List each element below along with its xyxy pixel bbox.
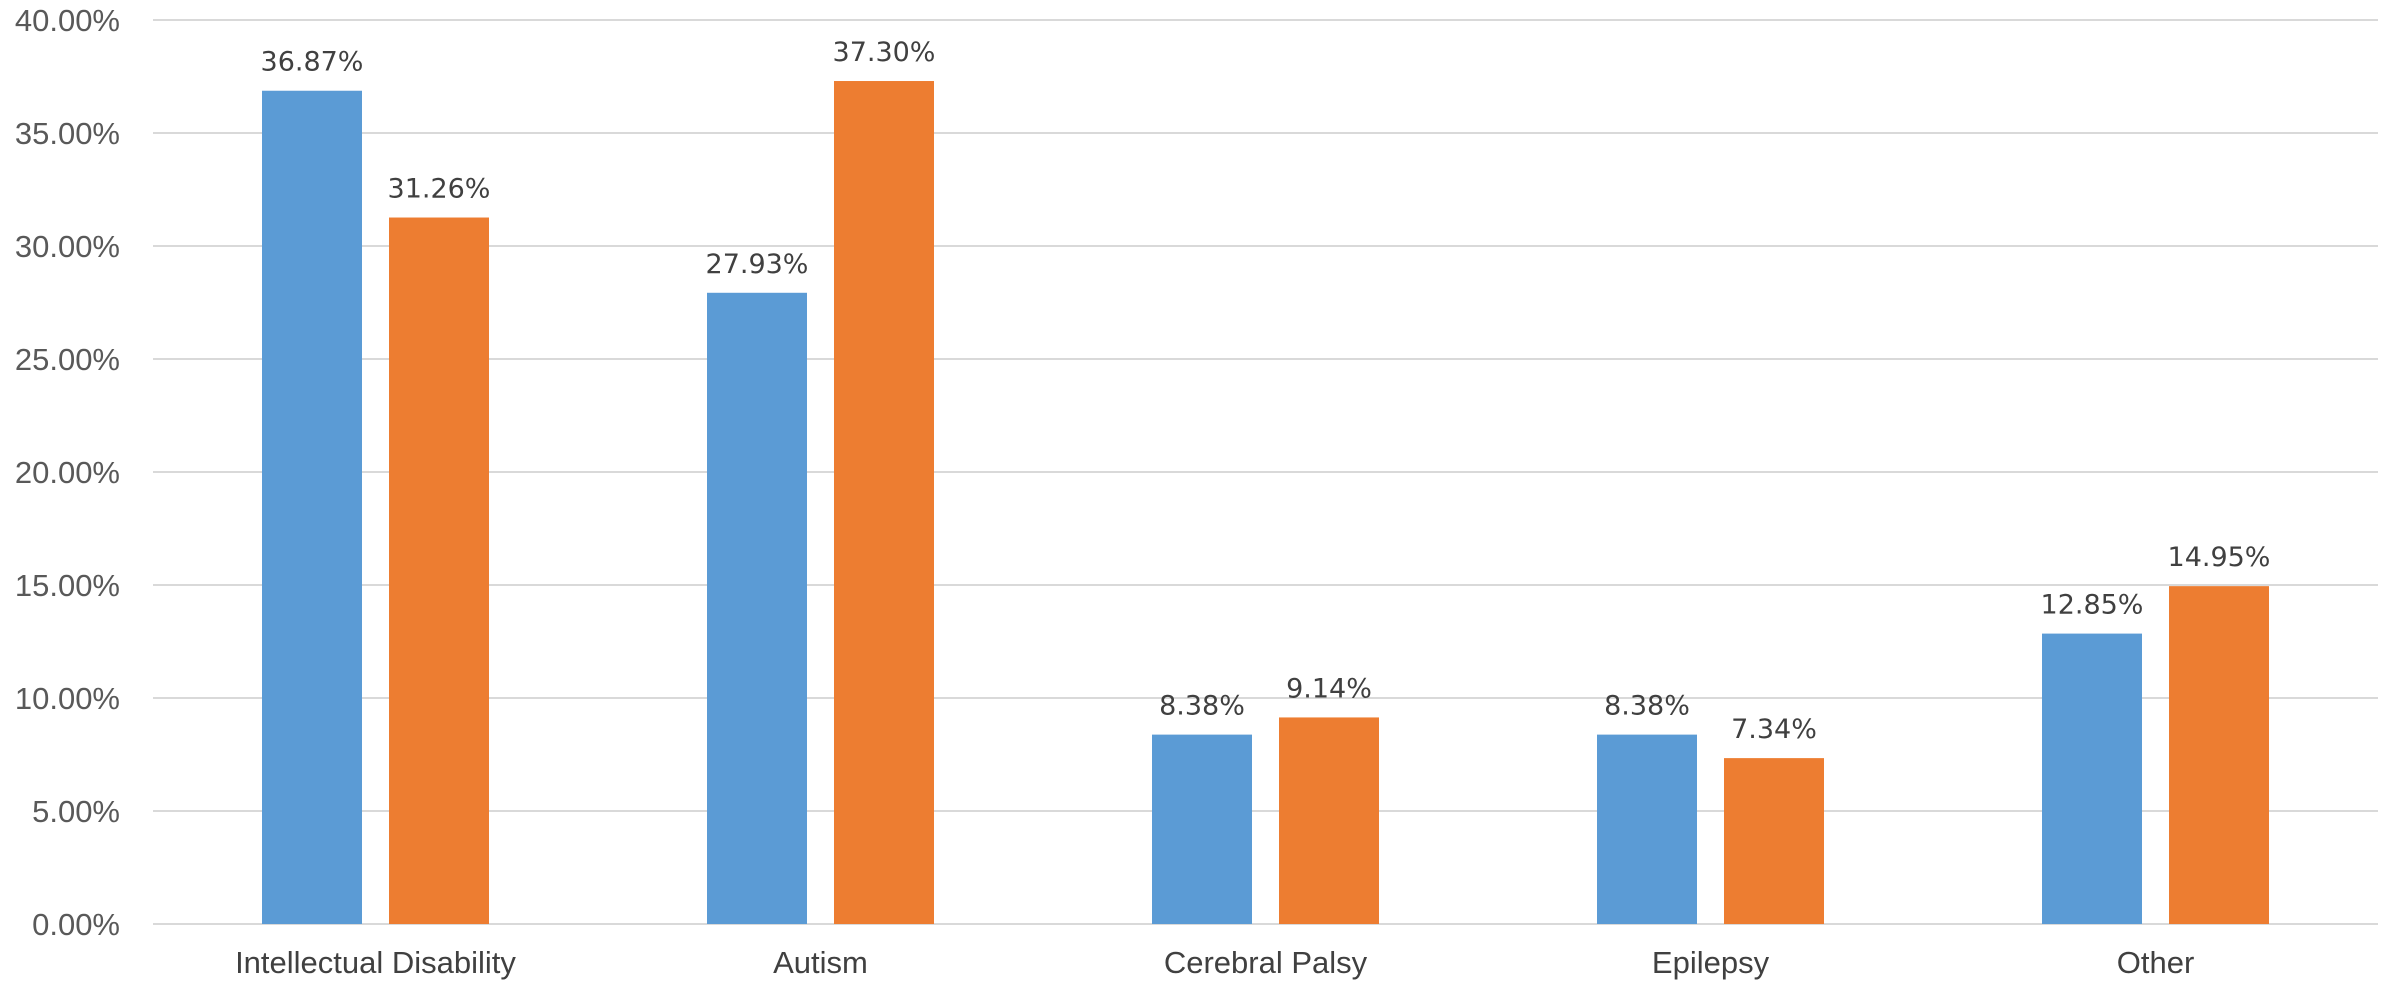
bars <box>262 81 2269 925</box>
category-label-2: Cerebral Palsy <box>1164 945 1368 980</box>
category-label-4: Other <box>2117 945 2195 980</box>
x-axis-category-labels: Intellectual Disability Autism Cerebral Pa… <box>235 945 2194 980</box>
category-label-1: Autism <box>773 945 868 980</box>
data-label-4-1: 14.95% <box>2168 542 2271 573</box>
bar-2-0 <box>1152 734 1252 924</box>
data-label-3-1: 7.34% <box>1731 714 1817 745</box>
y-tick-label: 15.00% <box>15 568 120 603</box>
bar-1-0 <box>707 292 807 925</box>
bar-3-0 <box>1597 734 1697 924</box>
y-tick-label: 5.00% <box>32 794 120 829</box>
data-label-0-0: 36.87% <box>261 47 364 78</box>
bar-3-1 <box>1724 758 1824 924</box>
data-label-0-1: 31.26% <box>388 174 491 205</box>
category-label-3: Epilepsy <box>1652 945 1770 980</box>
gridlines <box>153 19 2378 925</box>
data-label-2-0: 8.38% <box>1159 691 1245 722</box>
y-tick-label: 10.00% <box>15 681 120 716</box>
data-label-3-0: 8.38% <box>1604 691 1690 722</box>
data-label-4-0: 12.85% <box>2041 590 2144 621</box>
category-label-0: Intellectual Disability <box>235 945 516 980</box>
bar-2-1 <box>1279 717 1379 924</box>
bar-4-0 <box>2042 633 2142 924</box>
y-tick-label: 20.00% <box>15 455 120 490</box>
y-tick-label: 30.00% <box>15 229 120 264</box>
y-tick-label: 40.00% <box>15 3 120 38</box>
bar-0-0 <box>262 90 362 925</box>
bar-4-1 <box>2169 586 2269 924</box>
data-label-1-0: 27.93% <box>706 249 809 280</box>
bar-1-1 <box>834 81 934 924</box>
bar-0-1 <box>389 217 489 925</box>
y-tick-label: 35.00% <box>15 116 120 151</box>
y-axis-tick-labels: 0.00% 5.00% 10.00% 15.00% 20.00% 25.00% 30.00%… <box>15 3 120 942</box>
data-label-1-1: 37.30% <box>833 37 936 68</box>
data-labels: 36.87% 31.26% 27.93% 37.30% 8.38% 9.14% 8.38% 7… <box>261 37 2271 745</box>
y-tick-label: 0.00% <box>32 907 120 942</box>
data-label-2-1: 9.14% <box>1286 673 1372 704</box>
y-tick-label: 25.00% <box>15 342 120 377</box>
